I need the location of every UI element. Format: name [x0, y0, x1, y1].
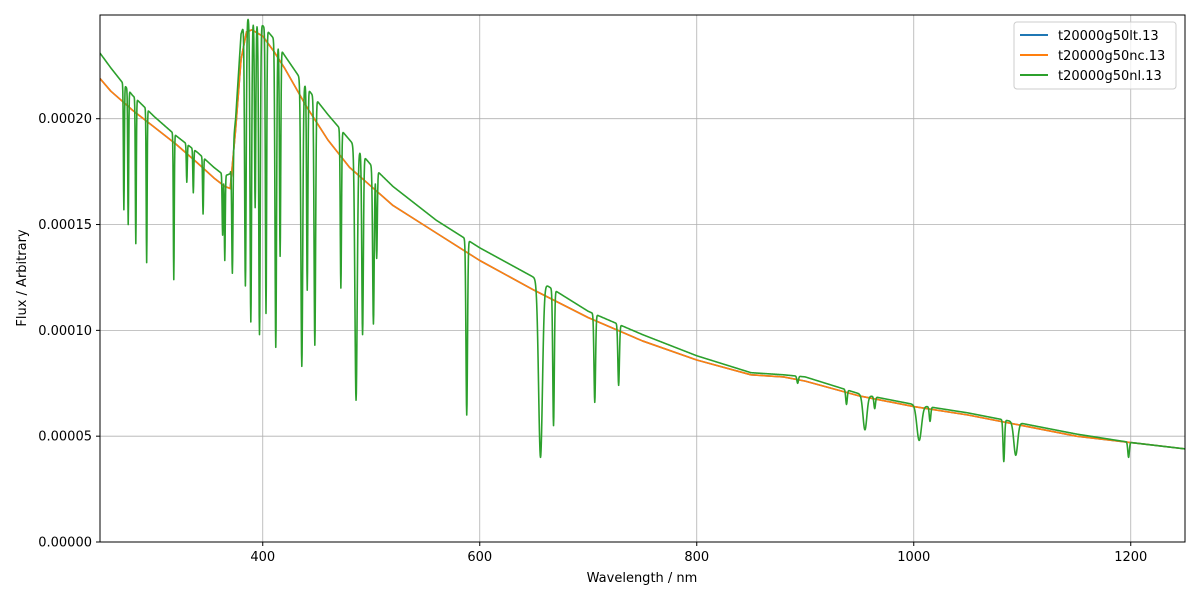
series-layer — [100, 18, 1185, 463]
x-tick-label: 600 — [467, 550, 492, 565]
legend-box — [1013, 21, 1177, 90]
x-tick-label: 1000 — [897, 550, 930, 565]
x-tick-label: 1200 — [1114, 550, 1147, 565]
legend-label-1: t20000g50lt.13 — [1058, 29, 1159, 44]
ticks-layer: 400 600 800 1000 1200 0.00000 0.00005 0.00010 0.… — [38, 112, 1147, 565]
x-tick-label: 800 — [684, 550, 709, 565]
y-tick-label: 0.00000 — [38, 536, 92, 551]
legend: t20000g50lt.13 t20000g50nc.13 t20000g50n… — [1013, 21, 1177, 90]
series-line-3 — [100, 18, 1185, 463]
plot-frame — [99, 14, 1186, 543]
grid-layer — [100, 15, 1185, 543]
y-axis-label: Flux / Arbitrary — [15, 229, 30, 327]
y-tick-label: 0.00015 — [38, 218, 92, 233]
y-tick-label: 0.00005 — [38, 430, 92, 445]
legend-label-2: t20000g50nc.13 — [1058, 49, 1165, 64]
x-axis-label: Wavelength / nm — [587, 571, 698, 586]
legend-label-3: t20000g50nl.13 — [1058, 69, 1162, 84]
x-tick-label: 400 — [250, 550, 275, 565]
y-tick-label: 0.00010 — [38, 324, 92, 339]
y-tick-label: 0.00020 — [38, 112, 92, 127]
